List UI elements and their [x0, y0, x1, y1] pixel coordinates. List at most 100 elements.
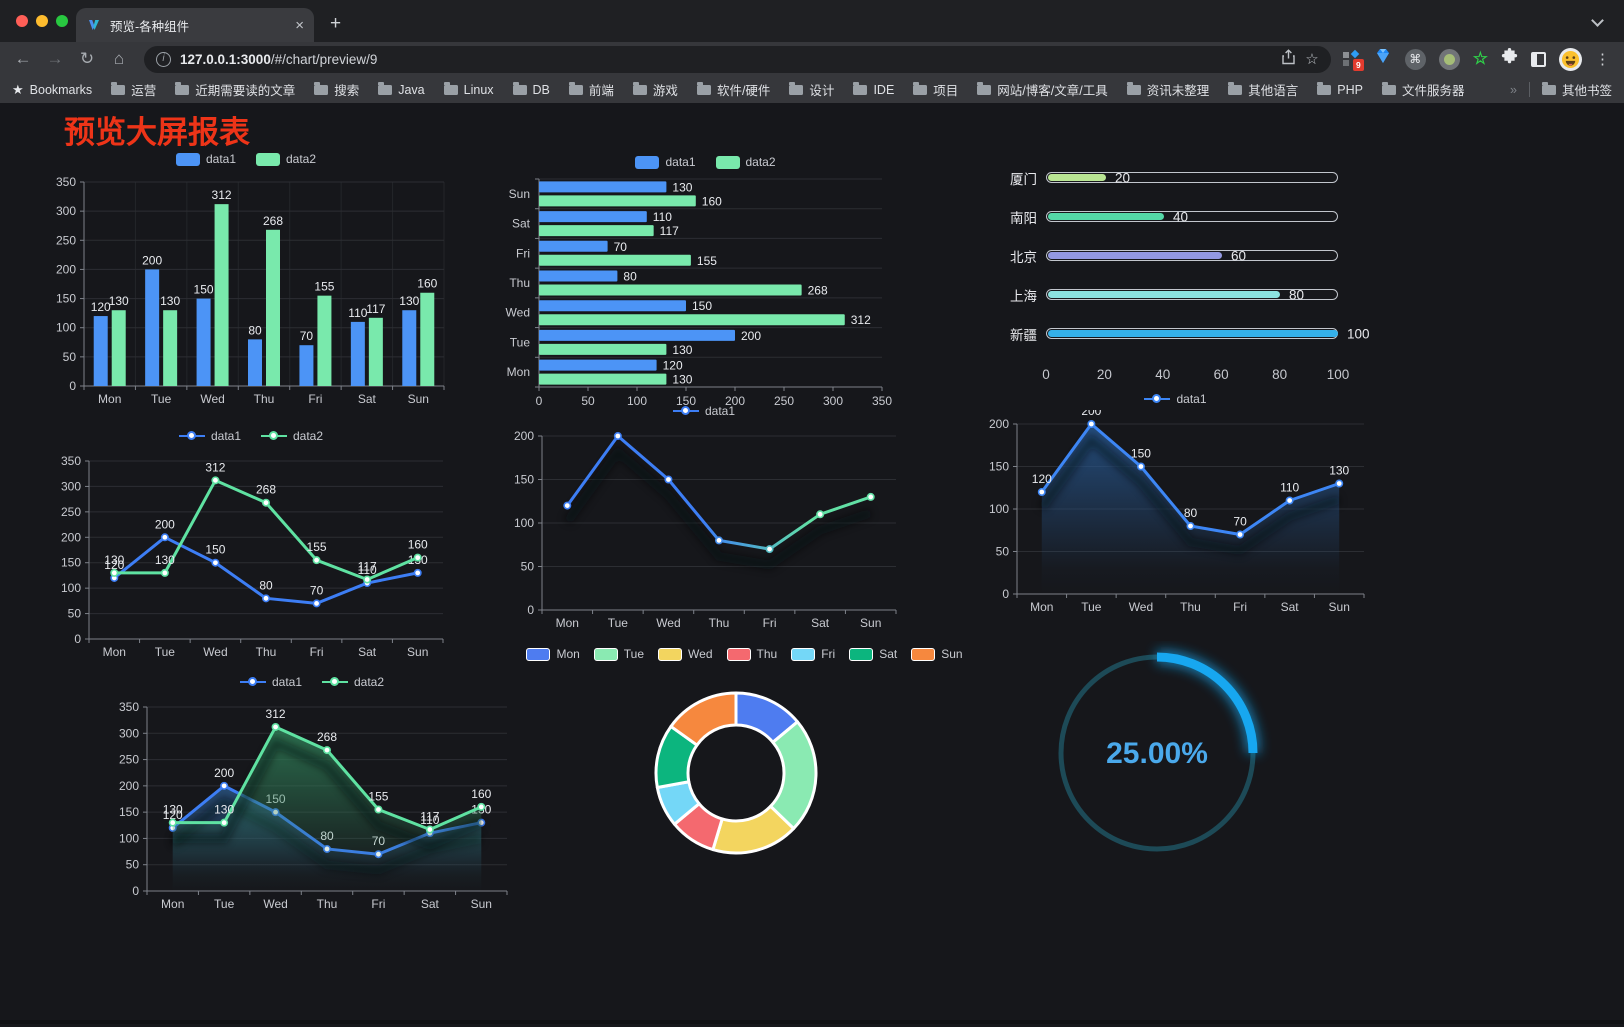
dot-extension-icon[interactable]	[1438, 48, 1460, 70]
tab-search-chevron-icon[interactable]	[1591, 14, 1604, 27]
legend-item[interactable]: data1	[239, 675, 302, 689]
legend-item[interactable]: data2	[261, 429, 323, 443]
chart-grouped-bar[interactable]: data1 data2 0 50 100 150 200 250 300 350 120 200 15…	[40, 148, 452, 412]
legend-line-marker-icon	[1144, 394, 1171, 404]
svg-text:100: 100	[119, 831, 139, 845]
legend-item[interactable]: Wed	[658, 647, 713, 661]
ext-grid-icon[interactable]: 9	[1342, 49, 1364, 71]
svg-text:0: 0	[536, 394, 543, 408]
bookmark-folder[interactable]: DB	[512, 80, 550, 99]
chart-horizontal-bar[interactable]: data1 data2 0 50 100 150 200 250 300 350 Sun 130 16…	[493, 151, 918, 415]
chart-line-area-two-series[interactable]: data1 data2 0 50 100 150 200 250 300 350 Mon Tue We…	[103, 671, 521, 915]
svg-text:70: 70	[614, 240, 628, 254]
legend-item[interactable]: Sat	[849, 647, 897, 661]
svg-text:250: 250	[61, 505, 81, 519]
legend-item[interactable]: data2	[322, 675, 384, 689]
chart-donut[interactable]: Mon Tue Wed Thu Fri Sat Sun	[526, 643, 963, 905]
bookmark-folder[interactable]: 项目	[913, 80, 958, 99]
star-extension-icon[interactable]: ☆	[1472, 49, 1488, 68]
bookmark-folder-list: 运营 近期需要读的文章 搜索 Java Linux DB 前端 游戏 软件/硬件 设计 IDE 项目 网…	[111, 80, 1491, 99]
legend-item[interactable]: Thu	[726, 647, 777, 661]
bookmark-folder[interactable]: IDE	[853, 80, 894, 99]
progress-row: 南阳 40	[988, 197, 1408, 236]
legend-item[interactable]: data1	[1144, 392, 1207, 406]
svg-text:50: 50	[126, 858, 140, 872]
chart-progress-bars[interactable]: 厦门 20 南阳 40 北京 60 上海 80 新疆 100 0 20 40 60 80 100	[988, 158, 1408, 398]
window-close-button[interactable]	[16, 15, 28, 27]
chart-line-two-series[interactable]: data1 data2 0 50 100 150 200 250 300 350 Mon Tue We…	[45, 425, 457, 663]
svg-text:120: 120	[163, 808, 183, 822]
legend-item[interactable]: data1	[635, 155, 696, 169]
bookmark-folder[interactable]: Linux	[443, 80, 494, 99]
command-extension-icon[interactable]: ⌘	[1404, 48, 1426, 70]
gem-extension-icon[interactable]	[1374, 48, 1392, 70]
bookmark-folder[interactable]: 搜索	[314, 80, 359, 99]
folder-icon	[175, 81, 190, 95]
legend-line-marker-icon	[261, 431, 287, 441]
svg-text:Wed: Wed	[506, 306, 530, 320]
url-bar[interactable]: i 127.0.0.1:3000/#/chart/preview/9 ☆	[144, 45, 1331, 73]
puzzle-extensions-icon[interactable]	[1501, 48, 1518, 70]
legend-item[interactable]: Mon	[526, 647, 580, 661]
bookmark-folder[interactable]: 文件服务器	[1381, 80, 1464, 99]
window-minimize-button[interactable]	[36, 15, 48, 27]
menu-dots-icon[interactable]: ⋮	[1595, 51, 1610, 68]
folder-icon	[913, 81, 928, 95]
progress-row: 新疆 100	[988, 314, 1408, 353]
page-info-icon[interactable]: i	[156, 51, 171, 67]
legend-label: Mon	[556, 647, 580, 661]
bookmark-folder[interactable]: 设计	[789, 80, 834, 99]
bookmark-folder[interactable]: 近期需要读的文章	[175, 80, 295, 99]
legend-item[interactable]: data2	[715, 155, 776, 169]
other-bookmarks-folder[interactable]: 其他书签	[1541, 80, 1612, 99]
legend-item[interactable]: data2	[256, 152, 316, 166]
window-maximize-button[interactable]	[56, 15, 68, 27]
legend-item[interactable]: data1	[175, 152, 236, 166]
bookmark-folder[interactable]: PHP	[1317, 80, 1363, 99]
svg-text:150: 150	[692, 299, 712, 313]
bookmark-folder[interactable]: Java	[378, 80, 425, 99]
chart-line-gradient[interactable]: data1 0 50 100 150 200 Mon Tue Wed Thu Fri Sat Sun	[498, 400, 910, 638]
chart-line-area[interactable]: data1 0 50 100 150 200 Mon Tue Wed Thu Fri Sat Sun 1…	[973, 388, 1378, 620]
pie-slice-sun[interactable]	[669, 691, 738, 747]
home-icon[interactable]: ⌂	[113, 49, 125, 68]
new-tab-button[interactable]: +	[330, 13, 342, 34]
legend-item[interactable]: data1	[672, 404, 735, 418]
back-icon[interactable]: ←	[14, 49, 32, 68]
svg-text:120: 120	[91, 300, 111, 314]
forward-icon[interactable]: →	[46, 49, 64, 68]
legend-item[interactable]: Sun	[911, 647, 963, 661]
svg-text:100: 100	[989, 502, 1009, 516]
url-text[interactable]: 127.0.0.1:3000/#/chart/preview/9	[180, 51, 378, 67]
legend-item[interactable]: Tue	[593, 647, 644, 661]
bookmark-folder[interactable]: 前端	[568, 80, 614, 99]
chart-gauge[interactable]: 25.00%	[1040, 641, 1275, 887]
bookmarks-root[interactable]: ★ Bookmarks	[12, 82, 92, 98]
sidepanel-icon[interactable]	[1531, 51, 1546, 67]
profile-avatar[interactable]	[1559, 47, 1582, 71]
bookmark-folder[interactable]: 资讯未整理	[1126, 80, 1209, 99]
svg-text:150: 150	[676, 394, 696, 408]
svg-text:312: 312	[851, 313, 871, 327]
folder-icon	[853, 81, 868, 95]
legend-item[interactable]: data1	[178, 429, 241, 443]
legend-label: data1	[205, 152, 236, 166]
svg-text:Sun: Sun	[509, 187, 530, 201]
browser-tab[interactable]: 预览-各种组件 ×	[76, 8, 314, 42]
legend-item[interactable]: Fri	[791, 647, 835, 661]
tab-close-icon[interactable]: ×	[295, 16, 304, 34]
bookmark-star-icon[interactable]: ☆	[1305, 51, 1319, 68]
share-icon[interactable]	[1281, 49, 1296, 69]
reload-icon[interactable]: ↻	[79, 49, 95, 68]
svg-text:Tue: Tue	[510, 335, 531, 349]
bookmark-folder[interactable]: 网站/博客/文章/工具	[977, 80, 1108, 99]
bookmark-folder[interactable]: 软件/硬件	[696, 80, 770, 99]
svg-text:200: 200	[155, 517, 175, 531]
svg-text:Sat: Sat	[358, 392, 377, 406]
bookmarks-overflow-chevron[interactable]: »	[1510, 82, 1517, 97]
svg-text:0: 0	[527, 603, 534, 617]
bookmark-folder-label: 游戏	[652, 84, 678, 98]
bookmark-folder[interactable]: 运营	[111, 80, 156, 99]
bookmark-folder[interactable]: 游戏	[632, 80, 678, 99]
bookmark-folder[interactable]: 其他语言	[1228, 80, 1298, 99]
